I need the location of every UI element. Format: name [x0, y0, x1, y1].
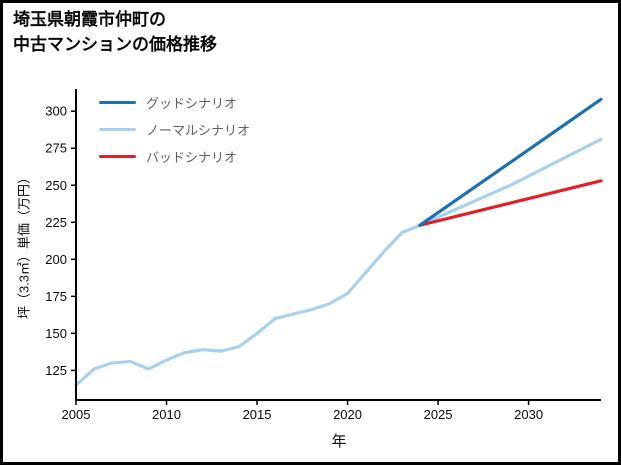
legend-label-normal: ノーマルシナリオ — [146, 122, 251, 138]
legend-item-normal: ノーマルシナリオ — [99, 120, 250, 138]
x-tick-label: 2010 — [152, 407, 181, 422]
x-tick-label: 2030 — [514, 407, 543, 422]
y-tick-label: 175 — [45, 289, 67, 304]
series-bad-projection — [418, 179, 603, 227]
x-tick-label: 2020 — [333, 407, 362, 422]
y-tick-label: 225 — [45, 215, 67, 230]
legend-swatch-bad — [99, 154, 136, 158]
series-history — [74, 223, 422, 387]
x-axis-title: 年 — [331, 433, 347, 450]
y-tick-label: 275 — [45, 141, 67, 156]
chart-title-line2: 中古マンションの価格推移 — [13, 34, 217, 54]
x-tick-label: 2025 — [424, 407, 453, 422]
y-tick-label: 300 — [45, 104, 67, 119]
y-tick-label: 125 — [45, 363, 67, 378]
chart-legend: グッドシナリオ ノーマルシナリオ バッドシナリオ — [99, 93, 250, 165]
y-tick-label: 150 — [45, 326, 67, 341]
legend-swatch-good — [99, 100, 136, 104]
legend-label-bad: バッドシナリオ — [146, 149, 238, 165]
chart-title-line1: 埼玉県朝霞市仲町の — [13, 10, 166, 29]
x-tick-label: 2015 — [243, 407, 272, 422]
x-tick-label: 2005 — [62, 407, 91, 422]
plot-area: 2005 2010 2015 2020 2025 2030 125 150 175 200 225 2… — [45, 89, 603, 422]
legend-item-good: グッドシナリオ — [99, 93, 250, 111]
legend-swatch-normal — [99, 127, 136, 131]
series-good-projection — [418, 97, 603, 227]
series-normal-projection — [418, 137, 603, 227]
legend-item-bad: バッドシナリオ — [99, 147, 250, 165]
y-tick-label: 250 — [45, 178, 67, 193]
y-axis-title: 坪（3.3㎡）単価（万円） — [16, 170, 32, 320]
y-tick-label: 200 — [45, 252, 67, 267]
legend-label-good: グッドシナリオ — [146, 95, 238, 111]
chart-title: 埼玉県朝霞市仲町の 中古マンションの価格推移 — [13, 8, 217, 57]
